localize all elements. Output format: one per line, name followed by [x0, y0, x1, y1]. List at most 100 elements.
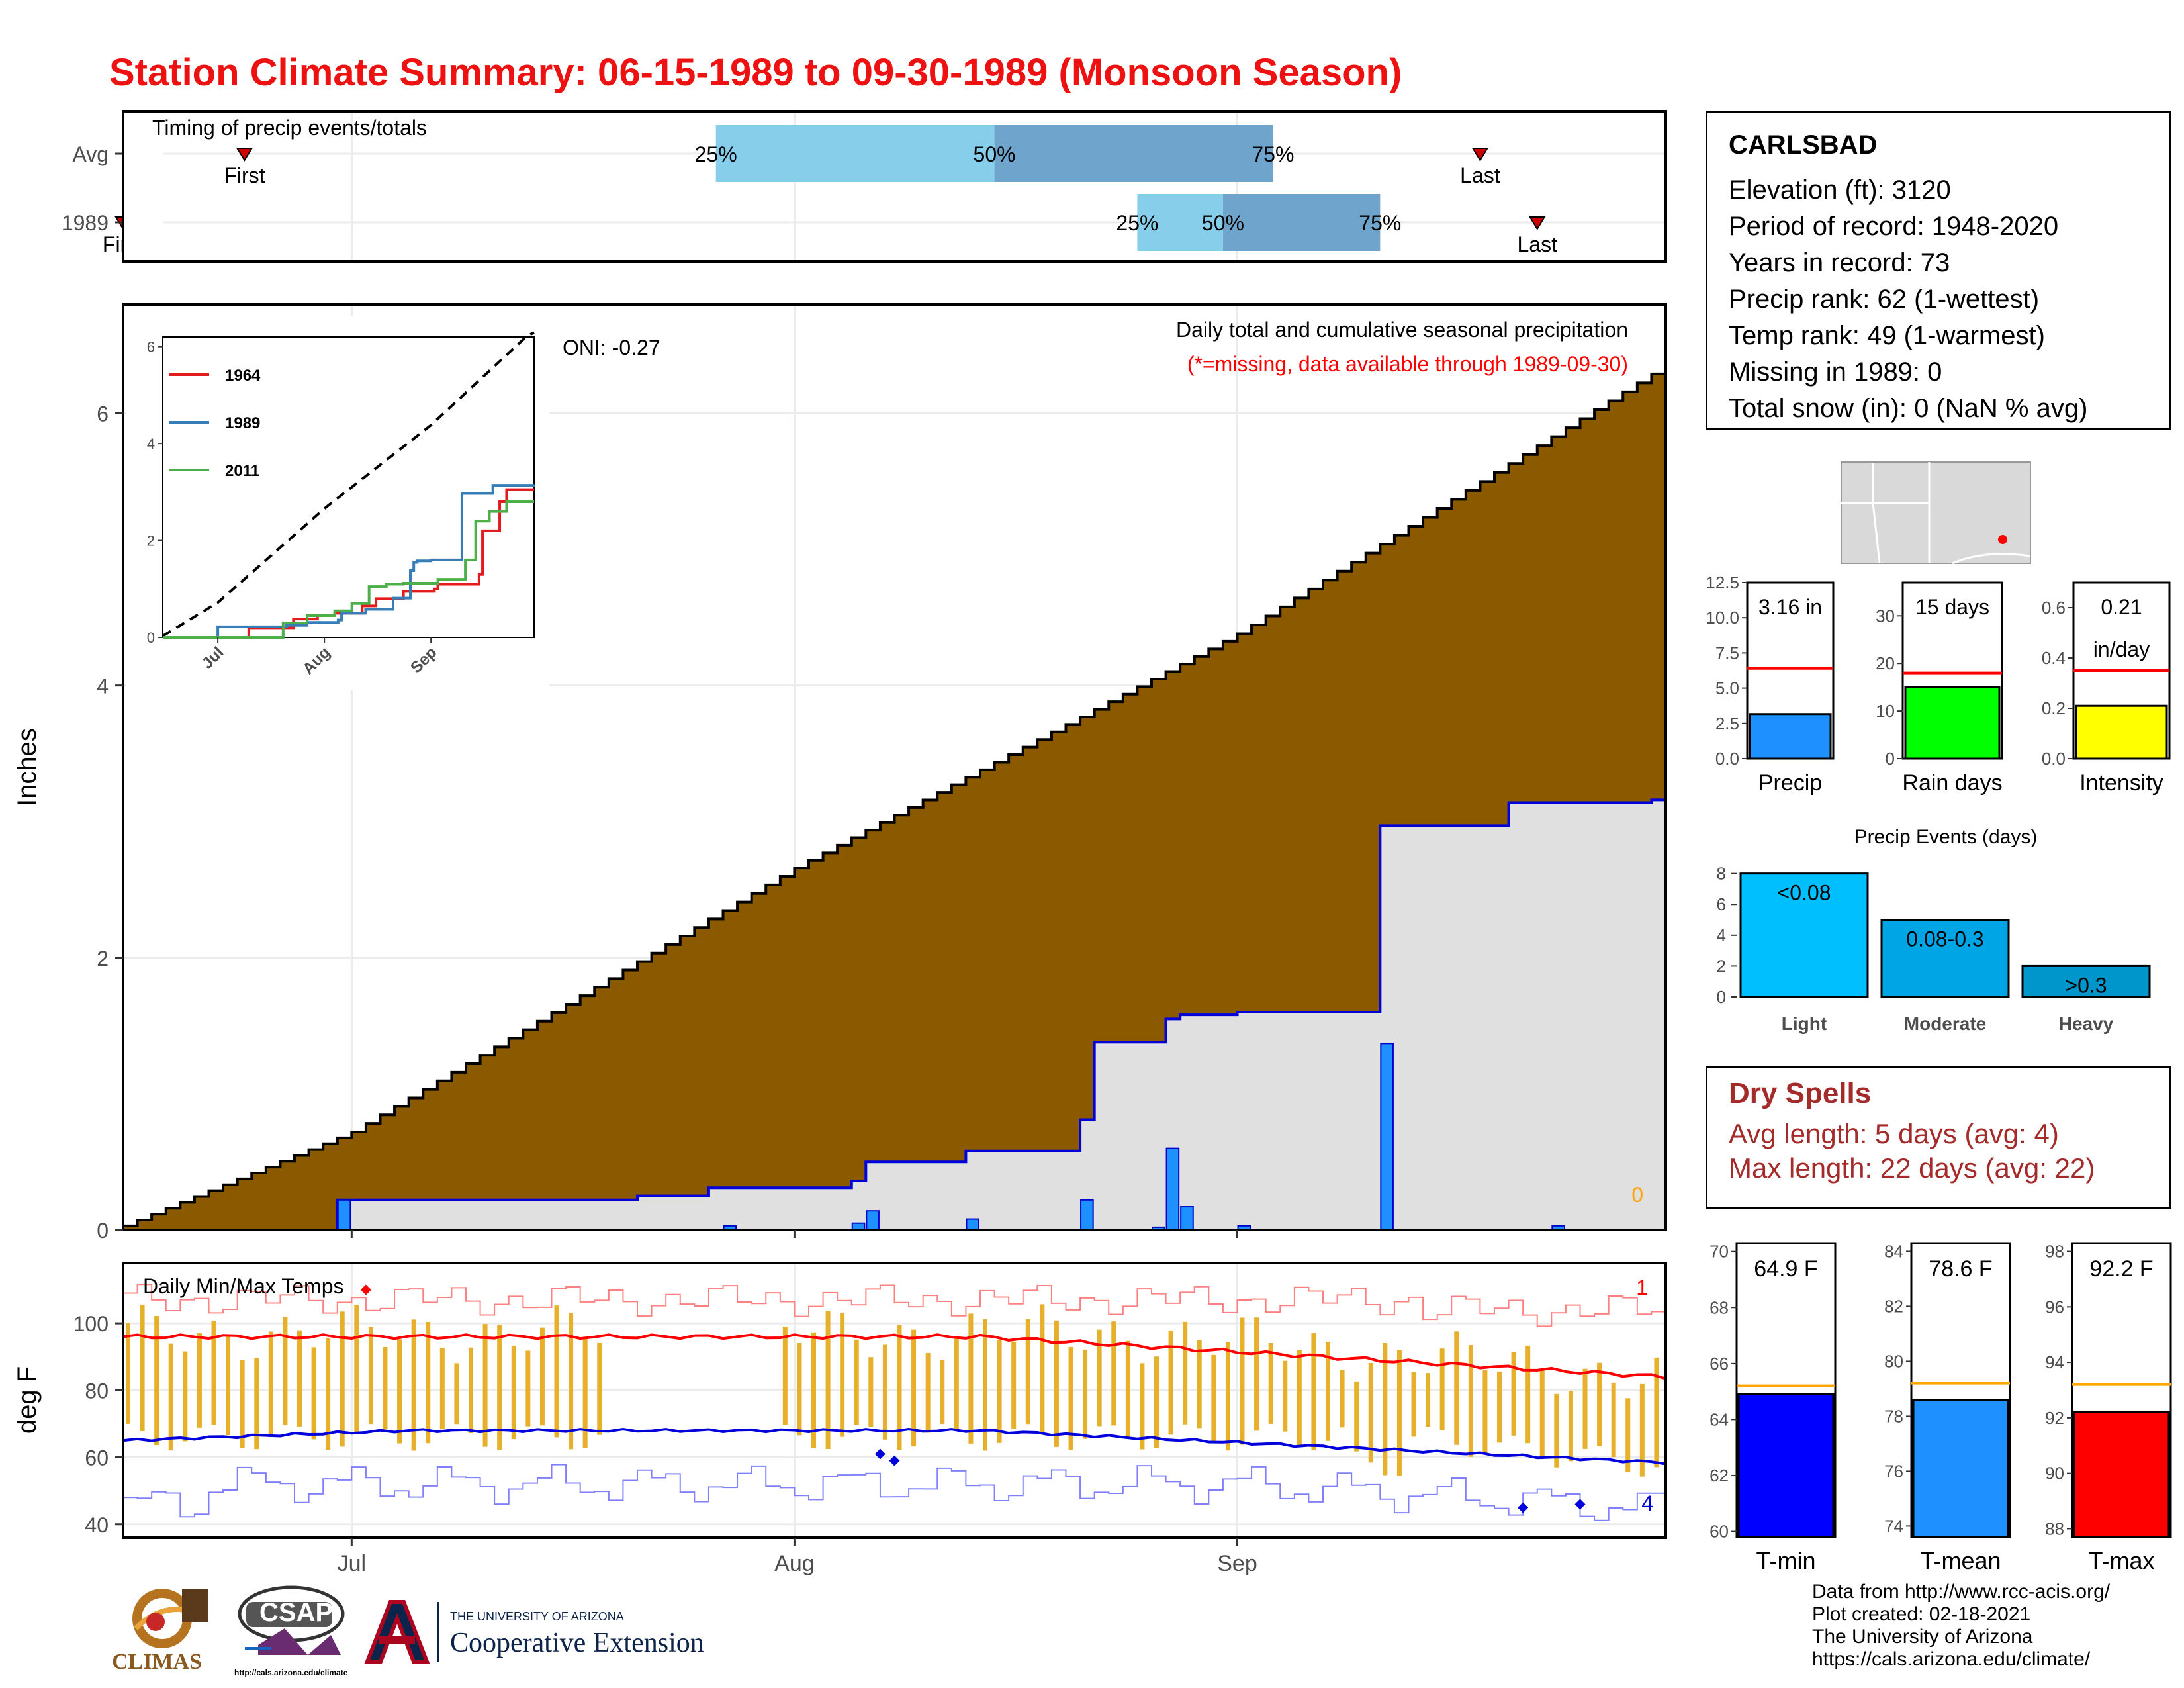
temp-bar-tick-label: 92 — [2045, 1408, 2064, 1428]
daily-temp-bar — [1254, 1317, 1259, 1431]
daily-temp-bar — [140, 1305, 145, 1431]
daily-temp-bar — [482, 1324, 488, 1447]
ua-logo-big-text: Cooperative Extension — [450, 1628, 704, 1658]
daily-temp-bar — [1054, 1320, 1059, 1447]
daily-temp-bar — [940, 1360, 945, 1425]
temp-bar-tick-label: 82 — [1884, 1296, 1903, 1316]
mini-bar-value-text-0: 3.16 in — [1758, 595, 1822, 619]
main-plot-missing-note: (*=missing, data available through 1989-… — [1187, 352, 1628, 376]
mini-bar-tick-label: 0.0 — [2042, 749, 2066, 769]
daily-temp-bar — [1125, 1340, 1130, 1438]
daily-temp-bar — [226, 1336, 231, 1436]
daily-temp-bar — [911, 1329, 917, 1447]
precip-events-title: Precip Events (days) — [1854, 826, 2038, 848]
mini-bar-label-2: Intensity — [2079, 771, 2163, 796]
daily-temp-bar — [1197, 1340, 1202, 1429]
temp-bar-value-t-min — [1737, 1393, 1835, 1538]
precip-events-bar-text-moderate: 0.08-0.3 — [1906, 927, 1983, 951]
temp-panel-label: Daily Min/Max Temps — [143, 1274, 343, 1298]
daily-temp-bar — [539, 1327, 545, 1426]
obs-cumulative-line — [123, 798, 1666, 1231]
csap-logo: CSAP http://cals.arizona.edu/climate — [232, 1582, 351, 1681]
precip-events-bar-text-light: <0.08 — [1778, 881, 1831, 905]
daily-temp-bar — [582, 1337, 588, 1448]
temp-bar-tick-label: 96 — [2045, 1297, 2064, 1317]
temp-bar-tick-label: 66 — [1709, 1354, 1729, 1374]
temp-bar-tick-label: 80 — [1884, 1351, 1903, 1371]
record-high-marker — [360, 1284, 371, 1295]
temp-bar-tick-label: 70 — [1709, 1242, 1729, 1262]
daily-temp-bar — [283, 1316, 288, 1426]
daily-temp-bar — [525, 1350, 531, 1427]
daily-temp-bar — [925, 1352, 931, 1433]
daily-temp-bar — [569, 1313, 574, 1450]
precip-events-tick-label: 6 — [1717, 894, 1726, 914]
daily-temp-bar — [811, 1332, 816, 1448]
daily-temp-bar — [240, 1360, 245, 1448]
daily-temp-bar — [854, 1339, 859, 1425]
temp-y-tick-label: 80 — [85, 1379, 109, 1403]
timing-marker-last — [1471, 148, 1489, 162]
temp-y-tick-label: 60 — [85, 1446, 109, 1470]
missing-count: 0 — [1631, 1183, 1643, 1207]
daily-temp-bar — [1426, 1373, 1431, 1427]
timing-text-first: First — [224, 164, 265, 187]
daily-temp-bar — [268, 1331, 273, 1438]
footer-plot-created: Plot created: 02-18-2021 — [1812, 1603, 2031, 1625]
main-y-tick-label: 2 — [97, 947, 109, 970]
main-plot-border — [122, 303, 1667, 1231]
temp-x-tick-label: Sep — [1217, 1551, 1257, 1576]
temp-plot-border — [122, 1262, 1667, 1539]
inset-y-tick-label: 2 — [147, 533, 155, 549]
precip-events-bar-moderate — [1880, 919, 2010, 998]
daily-temp-bar — [326, 1337, 331, 1450]
daily-temp-bar — [1340, 1370, 1345, 1428]
mini-bar-value-0 — [1749, 713, 1832, 760]
daily-precip-bar — [1165, 1147, 1180, 1231]
daily-temp-bar — [397, 1339, 402, 1444]
daily-temp-bar — [1454, 1331, 1459, 1445]
temp-bar-tick-label: 60 — [1709, 1522, 1729, 1542]
daily-temp-bar — [882, 1344, 887, 1440]
temp-x-tick-label: Jul — [338, 1551, 366, 1576]
daily-temp-bar — [354, 1304, 359, 1433]
mini-bar-label-1: Rain days — [1902, 771, 2002, 796]
mini-bar-value-text2-2: in/day — [2093, 637, 2150, 661]
mini-bar-tick-label: 0.2 — [2042, 698, 2066, 718]
timing-marker-first — [236, 148, 253, 162]
daily-temp-bar — [1482, 1370, 1488, 1455]
footer-url: https://cals.arizona.edu/climate/ — [1812, 1648, 2091, 1670]
inset-y-tick-label: 0 — [147, 630, 155, 646]
daily-temp-bar — [154, 1316, 159, 1446]
mini-bar-tick-label: 2.5 — [1715, 714, 1739, 733]
station-elevation: Elevation (ft): 3120 — [1729, 175, 1951, 205]
dry-spells-box: Dry Spells Avg length: 5 days (avg: 4) M… — [1706, 1066, 2171, 1209]
record-low-marker — [889, 1455, 900, 1466]
oni-label: ONI: -0.27 — [563, 336, 660, 359]
daily-temp-bar — [1040, 1304, 1045, 1434]
temp-bar-tick-label: 76 — [1884, 1461, 1903, 1481]
timing-bar-q2-Avg — [994, 125, 1273, 182]
daily-temp-bar — [511, 1345, 516, 1440]
timing-text-last: Last — [1460, 164, 1500, 187]
station-location-marker — [1998, 535, 2007, 544]
daily-temp-bar — [1025, 1319, 1030, 1425]
temp-bar-tick-label: 64 — [1709, 1409, 1729, 1429]
temp-bar-tick-label: 78 — [1884, 1406, 1903, 1426]
temp-bar-label-t-min: T-min — [1756, 1547, 1816, 1574]
timing-row-label: Avg — [72, 142, 109, 166]
daily-temp-bar — [1297, 1350, 1302, 1446]
daily-temp-bar — [1554, 1393, 1559, 1468]
mini-bar-tick-label: 0.4 — [2042, 648, 2066, 668]
mini-bar-tick-label: 10 — [1876, 701, 1895, 721]
station-years: Years in record: 73 — [1729, 248, 1950, 277]
temp-bar-tick-label: 62 — [1709, 1466, 1729, 1485]
timing-panel-border — [122, 110, 1667, 263]
temp-y-axis-label: deg F — [13, 1366, 42, 1434]
daily-temp-bar — [597, 1342, 602, 1435]
daily-temp-bar — [1225, 1341, 1230, 1451]
daily-temp-bar — [1097, 1329, 1102, 1427]
station-info-box: CARLSBAD Elevation (ft): 3120 Period of … — [1706, 111, 2171, 430]
daily-temp-bar — [1211, 1354, 1216, 1442]
daily-temp-bar — [340, 1311, 345, 1447]
